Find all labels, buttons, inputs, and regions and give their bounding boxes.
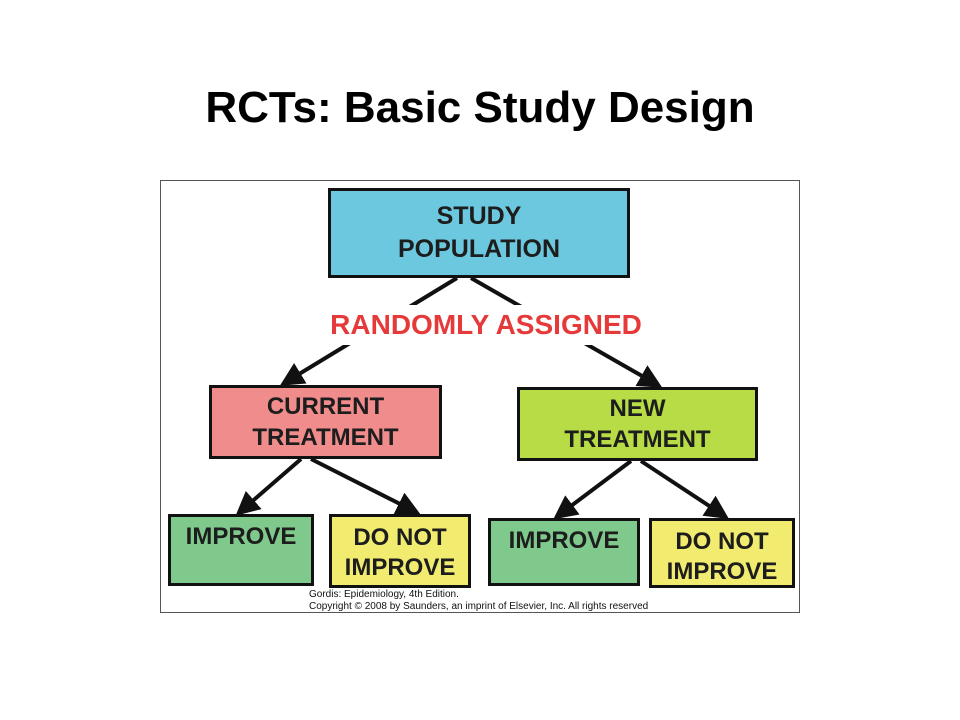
slide-title: RCTs: Basic Study Design bbox=[205, 83, 755, 132]
arrow-current-to-improve bbox=[235, 457, 303, 516]
arrow-new-to-improve bbox=[553, 459, 633, 520]
current-improve-box: IMPROVE bbox=[168, 514, 314, 586]
current-do-not-improve-box: DO NOT IMPROVE bbox=[329, 514, 471, 588]
study-population-box: STUDY POPULATION bbox=[328, 188, 630, 278]
randomly-assigned-label: RANDOMLY ASSIGNED bbox=[281, 305, 691, 345]
copyright-credit: Gordis: Epidemiology, 4th Edition. Copyr… bbox=[309, 589, 649, 612]
credit-copyright: Copyright © 2008 by Saunders, an imprint… bbox=[309, 601, 649, 612]
arrow-new-to-not-improve bbox=[639, 459, 730, 519]
arrow-current-to-not-improve bbox=[310, 457, 421, 515]
new-treatment-box: NEW TREATMENT bbox=[517, 387, 758, 461]
current-treatment-box: CURRENT TREATMENT bbox=[209, 385, 442, 459]
credit-source: Gordis: Epidemiology, 4th Edition. bbox=[309, 589, 459, 600]
new-do-not-improve-box: DO NOT IMPROVE bbox=[649, 518, 795, 588]
new-improve-box: IMPROVE bbox=[488, 518, 640, 586]
study-design-diagram: STUDY POPULATION RANDOMLY ASSIGNED CURRE… bbox=[160, 180, 800, 613]
